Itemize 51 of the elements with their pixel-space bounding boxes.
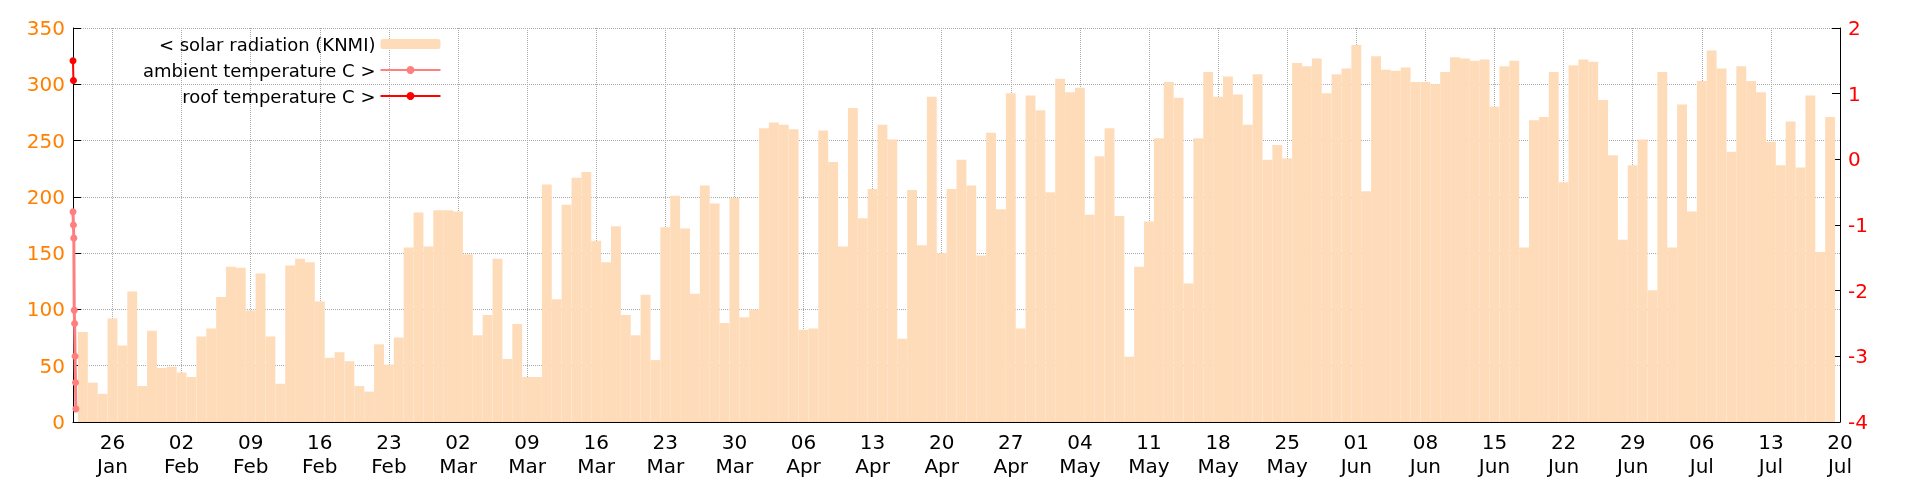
x-tick-label: 11 May (1128, 430, 1170, 478)
x-tick-label: 02 Feb (163, 430, 200, 478)
y-tick-label: 0 (52, 410, 65, 434)
x-tick-label: 23 Mar (646, 430, 685, 478)
point (71, 379, 79, 387)
x-tick-label: 25 May (1266, 430, 1309, 478)
x-tick-label: 02 Mar (439, 430, 478, 478)
point (69, 57, 77, 65)
x-tick-label: 13 Jul (1756, 430, 1784, 478)
x-tick-label: 06 Jul (1687, 430, 1715, 478)
x-tick-label: 08 Jun (1407, 430, 1442, 478)
y2-tick-label: 2 (1848, 16, 1861, 40)
y2-tick-label: -2 (1848, 278, 1868, 303)
x-tick-label: 26 Jan (95, 430, 128, 478)
x-tick-label: 09 Mar (508, 430, 547, 478)
y2-tick-label: 0 (1848, 147, 1861, 172)
point (69, 221, 77, 229)
y-tick-label: 150 (26, 241, 65, 266)
x-tick-label: 30 Mar (715, 430, 755, 478)
point (70, 234, 78, 242)
x-tick-label: 29 Jun (1615, 430, 1649, 478)
y2-tick-label: 1 (1848, 81, 1861, 106)
x-tick-label: 01 Jun (1338, 430, 1372, 478)
x-tick-label: 22 Jun (1545, 430, 1580, 478)
y2-tick-label: -3 (1848, 344, 1868, 369)
point (71, 352, 79, 360)
x-tick-label: 27 Apr (993, 430, 1029, 478)
x-tick-label: 18 May (1197, 430, 1239, 478)
y-tick-label: 250 (26, 128, 65, 153)
y2-tick-label: -1 (1848, 213, 1868, 237)
point (72, 405, 80, 413)
y-tick-label: 50 (39, 353, 65, 378)
x-tick-label: 16 Feb (302, 430, 338, 478)
point (71, 320, 79, 327)
point (70, 306, 78, 314)
x-tick-label: 23 Feb (371, 430, 407, 478)
y-tick-label: 200 (26, 184, 65, 209)
x-tick-label: 04 May (1059, 430, 1101, 478)
legend-label: ambient temperature C > (142, 59, 376, 81)
legend-label: roof temperature C > (182, 85, 376, 107)
x-tick-label: 20 Apr (924, 430, 960, 478)
x-tick-label: 15 Jun (1476, 430, 1511, 478)
y-tick-label: 100 (26, 297, 65, 322)
point (69, 77, 77, 85)
x-tick-label: 16 Mar (577, 430, 616, 478)
y-tick-label: 300 (26, 72, 65, 97)
legend-label: < solar radiation (KNMI) (158, 33, 376, 55)
x-tick-label: 06 Apr (786, 430, 822, 478)
y-tick-label: 350 (26, 16, 65, 40)
x-tick-label: 13 Apr (855, 430, 891, 478)
x-tick-label: 09 Feb (232, 430, 269, 478)
